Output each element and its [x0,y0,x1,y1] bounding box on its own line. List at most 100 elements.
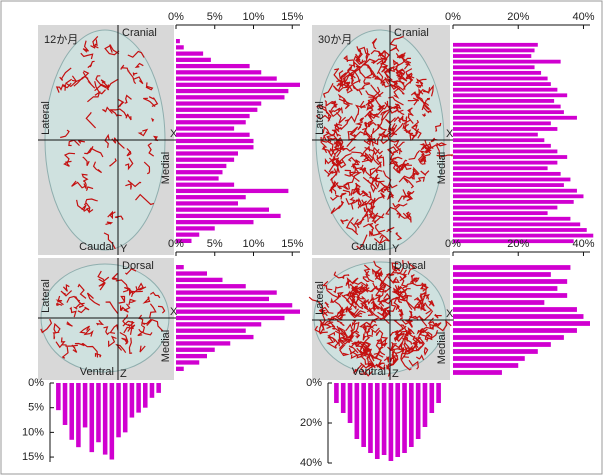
bar [453,286,557,291]
dir-label: Dorsal [122,260,154,272]
bar [453,178,570,182]
y-tick-label: 40% [300,457,322,469]
bar [176,220,254,224]
bar [176,139,254,143]
bar [176,201,238,205]
dir-label: Lateral [314,101,326,135]
bar [90,383,95,452]
bar [176,354,207,358]
bar [176,76,277,80]
bar [436,383,441,403]
bar [453,166,548,170]
y-tick-label: 15% [22,451,44,463]
bar [409,383,414,447]
bar [176,278,223,282]
bar [176,164,226,168]
bar [176,329,246,333]
bar [453,49,535,53]
bar [176,83,300,87]
axis-letter: X [446,128,454,140]
bar [176,151,238,155]
x-tick-label: 0% [445,238,461,250]
dir-label: Lateral [40,279,52,313]
axis-letter: X [446,308,454,320]
bar [453,222,580,226]
bar [453,194,583,198]
axis-letter: Z [392,368,399,380]
bar [176,290,277,294]
bar [176,309,300,313]
bar [56,383,61,410]
bar [355,383,360,439]
x-tick-label: 20% [507,238,529,250]
bar [176,95,285,99]
bar [69,383,74,440]
bar [176,297,269,301]
bar [453,321,590,326]
bar [143,383,148,408]
bar [453,88,557,92]
dir-label: Dorsal [394,260,426,272]
x-tick-label: 0% [445,11,461,23]
dir-label: Caudal [79,241,114,253]
x-tick-label: 0% [168,11,184,23]
bar [429,383,434,413]
bar [156,383,161,393]
bar [453,110,564,114]
dir-label: Lateral [40,101,52,135]
bar [176,303,292,307]
bar [453,200,574,204]
bar [176,114,250,118]
y-tick-label: 10% [22,426,44,438]
bar [453,211,548,215]
bar [150,383,155,398]
bar [453,82,551,86]
bar [453,349,538,354]
bar [453,77,548,81]
bar [334,383,339,403]
bar [453,370,502,375]
x-tick-label: 40% [572,238,594,250]
y-tick-label: 0% [306,377,322,389]
bar [176,265,184,269]
bar [83,383,88,427]
bar [453,161,557,165]
bar [453,300,544,305]
bar [453,172,561,176]
bar [130,383,135,418]
bar [176,70,261,74]
bar [389,383,394,461]
x-tick-label: 5% [207,238,223,250]
bar [453,183,564,187]
bar [176,158,234,162]
bar [176,195,246,199]
bar [341,383,346,413]
bar [176,176,219,180]
bar [176,316,285,320]
bar [176,271,207,275]
bar [453,71,541,75]
bar [453,279,567,284]
bar [176,341,230,345]
bar [361,383,366,447]
bar [116,383,121,437]
dir-label: Medial [160,152,172,184]
bar [395,383,400,457]
axis-letter: Y [120,243,128,255]
bar [402,383,407,453]
bar [453,328,577,333]
bar [453,99,554,103]
x-tick-label: 10% [242,238,264,250]
bar [176,126,234,130]
dir-label: Medial [436,332,448,364]
bar [176,189,288,193]
bar [136,383,141,413]
bar [453,54,531,58]
bar [176,120,246,124]
axis-letter: Z [120,368,127,380]
bar [453,272,551,277]
x-tick-label: 15% [281,11,303,23]
y-tick-label: 20% [300,417,322,429]
bar [176,101,261,105]
bar [453,189,577,193]
